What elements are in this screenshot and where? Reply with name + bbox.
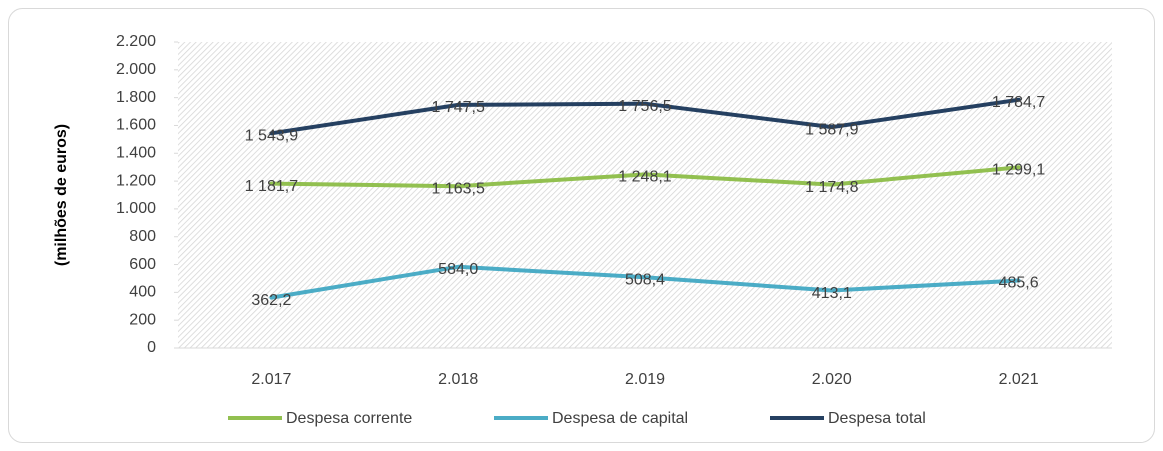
x-tick-label: 2.019 bbox=[625, 371, 665, 388]
y-tick-label: 1.600 bbox=[116, 117, 156, 134]
y-tick-label: 1.200 bbox=[116, 172, 156, 189]
y-tick-label: 2.200 bbox=[116, 33, 156, 50]
x-tick-label: 2.017 bbox=[251, 371, 291, 388]
data-label: 362,2 bbox=[251, 292, 291, 309]
data-label: 485,6 bbox=[999, 275, 1039, 292]
y-tick-label: 200 bbox=[129, 311, 156, 328]
y-axis-label: (milhões de euros) bbox=[53, 124, 70, 266]
data-label: 1 181,7 bbox=[245, 178, 298, 195]
x-tick-label: 2.021 bbox=[999, 371, 1039, 388]
legend-label: Despesa de capital bbox=[552, 410, 688, 427]
x-tick-label: 2.018 bbox=[438, 371, 478, 388]
data-label: 1 587,9 bbox=[805, 121, 858, 138]
legend-label: Despesa corrente bbox=[286, 410, 412, 427]
plot-area bbox=[178, 42, 1112, 348]
data-label: 1 299,1 bbox=[992, 162, 1045, 179]
data-label: 413,1 bbox=[812, 285, 852, 302]
data-label: 1 756,5 bbox=[618, 98, 671, 115]
y-tick-label: 400 bbox=[129, 284, 156, 301]
series-line bbox=[269, 264, 1021, 300]
data-label: 1 747,5 bbox=[432, 99, 485, 116]
data-label: 1 163,5 bbox=[432, 180, 485, 197]
series-line bbox=[269, 97, 1021, 136]
legend-label: Despesa total bbox=[828, 410, 926, 427]
data-label: 1 174,8 bbox=[805, 179, 858, 196]
y-tick-label: 800 bbox=[129, 228, 156, 245]
y-tick-label: 1.000 bbox=[116, 200, 156, 217]
data-label: 508,4 bbox=[625, 272, 665, 289]
data-label: 1 543,9 bbox=[245, 127, 298, 144]
y-tick-label: 1.400 bbox=[116, 144, 156, 161]
y-tick-label: 600 bbox=[129, 256, 156, 273]
data-label: 584,0 bbox=[438, 261, 478, 278]
series-line bbox=[269, 165, 1021, 189]
y-tick-label: 2.000 bbox=[116, 61, 156, 78]
data-label: 1 784,7 bbox=[992, 94, 1045, 111]
x-tick-label: 2.020 bbox=[812, 371, 852, 388]
y-tick-label: 1.800 bbox=[116, 89, 156, 106]
y-tick-label: 0 bbox=[147, 339, 156, 356]
data-label: 1 248,1 bbox=[618, 169, 671, 186]
